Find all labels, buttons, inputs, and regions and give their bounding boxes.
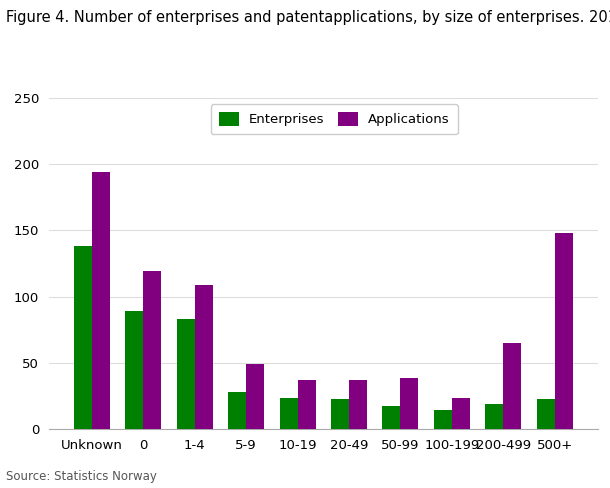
Bar: [452, 398, 470, 429]
Bar: [74, 246, 92, 429]
Bar: [349, 380, 367, 429]
Bar: [298, 380, 315, 429]
Bar: [228, 392, 246, 429]
Bar: [279, 398, 298, 429]
Bar: [401, 378, 418, 429]
Bar: [177, 319, 195, 429]
Bar: [486, 404, 503, 429]
Bar: [143, 271, 161, 429]
Bar: [434, 409, 452, 429]
Bar: [555, 233, 573, 429]
Bar: [195, 285, 213, 429]
Text: Figure 4. Number of enterprises and patentapplications, by size of enterprises. : Figure 4. Number of enterprises and pate…: [6, 10, 610, 25]
Bar: [331, 399, 349, 429]
Bar: [125, 311, 143, 429]
Bar: [537, 399, 555, 429]
Bar: [92, 172, 110, 429]
Bar: [382, 406, 401, 429]
Bar: [503, 343, 522, 429]
Text: Source: Statistics Norway: Source: Statistics Norway: [6, 470, 157, 483]
Bar: [246, 365, 264, 429]
Legend: Enterprises, Applications: Enterprises, Applications: [211, 104, 458, 134]
